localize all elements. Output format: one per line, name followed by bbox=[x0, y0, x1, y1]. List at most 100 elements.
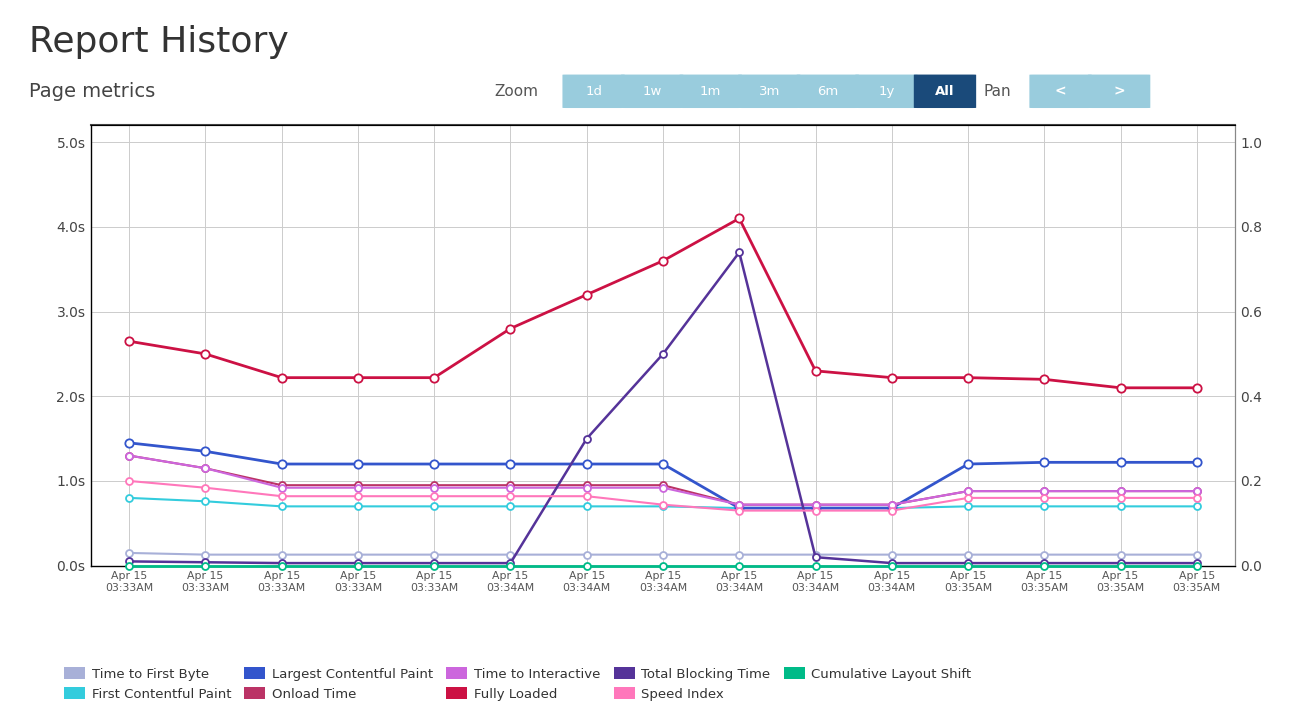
Total Blocking Time bbox=[1113, 558, 1128, 567]
Time to First Byte bbox=[198, 551, 213, 559]
Onload Time bbox=[350, 481, 365, 490]
Line: Speed Index: Speed Index bbox=[126, 478, 1200, 514]
Largest Contentful Paint bbox=[121, 439, 136, 448]
Speed Index bbox=[1190, 493, 1205, 502]
Onload Time bbox=[426, 481, 442, 490]
Largest Contentful Paint bbox=[503, 460, 519, 468]
Speed Index bbox=[426, 492, 442, 500]
FancyBboxPatch shape bbox=[1088, 74, 1150, 108]
Cumulative Layout Shift bbox=[655, 561, 671, 570]
Onload Time bbox=[274, 481, 290, 490]
Time to First Byte bbox=[1190, 551, 1205, 559]
Time to First Byte bbox=[884, 551, 900, 559]
Fully Loaded bbox=[503, 324, 519, 333]
First Contentful Paint bbox=[807, 504, 823, 513]
Time to First Byte bbox=[655, 551, 671, 559]
Total Blocking Time bbox=[426, 558, 442, 567]
First Contentful Paint bbox=[655, 502, 671, 511]
Total Blocking Time bbox=[807, 553, 823, 561]
Largest Contentful Paint bbox=[655, 460, 671, 468]
Time to Interactive bbox=[655, 483, 671, 492]
Time to Interactive bbox=[350, 483, 365, 492]
Legend: Time to First Byte, First Contentful Paint, Largest Contentful Paint, Onload Tim: Time to First Byte, First Contentful Pai… bbox=[58, 662, 976, 706]
Total Blocking Time bbox=[655, 349, 671, 358]
Time to First Byte bbox=[426, 551, 442, 559]
Time to Interactive bbox=[426, 483, 442, 492]
Line: Cumulative Layout Shift: Cumulative Layout Shift bbox=[126, 562, 1200, 569]
Line: Total Blocking Time: Total Blocking Time bbox=[126, 249, 1200, 566]
Fully Loaded bbox=[426, 373, 442, 382]
Fully Loaded bbox=[121, 337, 136, 346]
Onload Time bbox=[961, 487, 976, 495]
Onload Time bbox=[1190, 487, 1205, 495]
FancyBboxPatch shape bbox=[680, 74, 742, 108]
Largest Contentful Paint bbox=[1113, 458, 1128, 467]
Speed Index bbox=[807, 506, 823, 515]
Time to Interactive bbox=[198, 464, 213, 473]
Total Blocking Time bbox=[961, 558, 976, 567]
Text: 1d: 1d bbox=[585, 84, 602, 98]
Onload Time bbox=[1036, 487, 1052, 495]
Fully Loaded bbox=[578, 291, 594, 299]
FancyBboxPatch shape bbox=[914, 74, 976, 108]
Line: Time to First Byte: Time to First Byte bbox=[126, 549, 1200, 558]
Line: Time to Interactive: Time to Interactive bbox=[126, 452, 1200, 508]
First Contentful Paint bbox=[426, 502, 442, 511]
Cumulative Layout Shift bbox=[807, 561, 823, 570]
Largest Contentful Paint bbox=[274, 460, 290, 468]
Time to Interactive bbox=[121, 451, 136, 460]
Speed Index bbox=[1113, 493, 1128, 502]
First Contentful Paint bbox=[1190, 502, 1205, 511]
FancyBboxPatch shape bbox=[738, 74, 801, 108]
Onload Time bbox=[884, 500, 900, 509]
Fully Loaded bbox=[884, 373, 900, 382]
Cumulative Layout Shift bbox=[578, 561, 594, 570]
Text: >: > bbox=[1113, 84, 1124, 98]
Time to First Byte bbox=[961, 551, 976, 559]
Speed Index bbox=[350, 492, 365, 500]
Onload Time bbox=[807, 500, 823, 509]
Fully Loaded bbox=[198, 349, 213, 358]
Text: Report History: Report History bbox=[29, 25, 289, 59]
Cumulative Layout Shift bbox=[732, 561, 748, 570]
Text: Page metrics: Page metrics bbox=[29, 82, 155, 102]
Text: 3m: 3m bbox=[759, 84, 780, 98]
First Contentful Paint bbox=[350, 502, 365, 511]
Speed Index bbox=[578, 492, 594, 500]
Speed Index bbox=[121, 477, 136, 485]
First Contentful Paint bbox=[1036, 502, 1052, 511]
Onload Time bbox=[503, 481, 519, 490]
Fully Loaded bbox=[1036, 375, 1052, 384]
Speed Index bbox=[655, 500, 671, 509]
First Contentful Paint bbox=[961, 502, 976, 511]
Line: First Contentful Paint: First Contentful Paint bbox=[126, 495, 1200, 511]
Largest Contentful Paint bbox=[198, 447, 213, 455]
Text: 1w: 1w bbox=[642, 84, 662, 98]
Total Blocking Time bbox=[503, 558, 519, 567]
Line: Largest Contentful Paint: Largest Contentful Paint bbox=[125, 439, 1201, 512]
First Contentful Paint bbox=[503, 502, 519, 511]
Largest Contentful Paint bbox=[350, 460, 365, 468]
Onload Time bbox=[655, 481, 671, 490]
Text: 1m: 1m bbox=[701, 84, 722, 98]
Text: Zoom: Zoom bbox=[494, 84, 538, 99]
Onload Time bbox=[198, 464, 213, 473]
Fully Loaded bbox=[807, 367, 823, 375]
Largest Contentful Paint bbox=[884, 504, 900, 513]
Time to First Byte bbox=[121, 548, 136, 557]
FancyBboxPatch shape bbox=[563, 74, 625, 108]
Cumulative Layout Shift bbox=[1113, 561, 1128, 570]
Cumulative Layout Shift bbox=[503, 561, 519, 570]
Largest Contentful Paint bbox=[732, 504, 748, 513]
Time to Interactive bbox=[884, 500, 900, 509]
Time to Interactive bbox=[274, 483, 290, 492]
Time to First Byte bbox=[732, 551, 748, 559]
Time to Interactive bbox=[1113, 487, 1128, 495]
Time to Interactive bbox=[1036, 487, 1052, 495]
Time to First Byte bbox=[274, 551, 290, 559]
First Contentful Paint bbox=[732, 504, 748, 513]
FancyBboxPatch shape bbox=[855, 74, 918, 108]
Text: 1y: 1y bbox=[879, 84, 894, 98]
Time to First Byte bbox=[350, 551, 365, 559]
Cumulative Layout Shift bbox=[426, 561, 442, 570]
